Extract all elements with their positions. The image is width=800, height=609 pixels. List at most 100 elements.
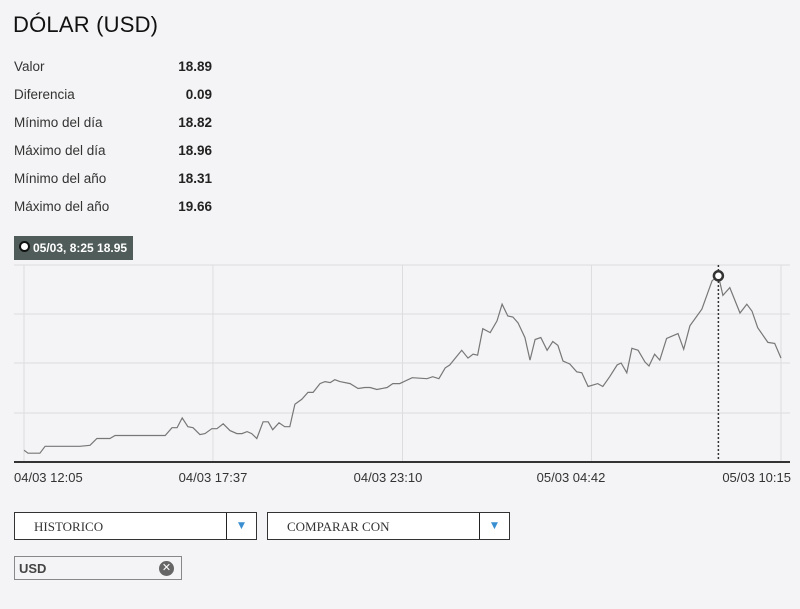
data-point [38, 452, 41, 455]
highlight-marker [712, 270, 725, 282]
stat-row-minimo-ano: Mínimo del año 18.31 [14, 170, 212, 198]
x-tick-label: 05/03 10:15 [722, 470, 791, 485]
stat-row-maximo-ano: Máximo del año 19.66 [14, 198, 212, 226]
stat-value: 18.89 [178, 59, 212, 74]
data-point [250, 432, 253, 435]
data-point [288, 425, 291, 428]
historico-label: HISTORICO [34, 519, 104, 534]
data-point [186, 425, 189, 428]
data-point [616, 363, 619, 366]
currency-chip: USD ✕ [14, 556, 182, 580]
data-point [318, 382, 321, 385]
data-point [89, 444, 92, 447]
data-point [391, 382, 394, 385]
comparar-label: COMPARAR CON [287, 519, 390, 534]
stat-label: Mínimo del día [14, 115, 103, 130]
data-point [198, 433, 201, 436]
data-point [568, 363, 571, 366]
data-point [658, 359, 661, 362]
data-point [601, 385, 604, 388]
data-point [608, 375, 611, 378]
data-point [739, 312, 742, 315]
data-point [333, 378, 336, 381]
data-point [255, 437, 258, 440]
comparar-dropdown[interactable]: COMPARAR CON ▼ [267, 512, 510, 540]
data-point [756, 326, 759, 329]
data-point [300, 398, 303, 401]
data-point [349, 382, 352, 385]
line-chart[interactable] [0, 255, 800, 470]
data-point [630, 347, 633, 350]
data-point [575, 370, 578, 373]
data-point [466, 357, 469, 360]
stat-value: 18.82 [178, 115, 212, 130]
data-point [267, 420, 270, 423]
x-tick-label: 04/03 23:10 [353, 470, 423, 485]
tooltip-text: 05/03, 8:25 18.95 [33, 241, 128, 255]
data-point [546, 349, 549, 352]
data-point [745, 303, 748, 306]
remove-icon[interactable]: ✕ [159, 561, 174, 576]
data-point [721, 294, 724, 297]
stat-label: Diferencia [14, 87, 75, 102]
data-point [26, 452, 29, 455]
data-point [78, 445, 81, 448]
data-point [229, 429, 232, 432]
data-point [551, 340, 554, 343]
chevron-down-icon[interactable]: ▼ [479, 513, 509, 539]
data-point [210, 427, 213, 430]
data-point [329, 381, 332, 384]
data-point [411, 376, 414, 379]
data-point [528, 359, 531, 362]
stat-value: 18.96 [178, 143, 212, 158]
chevron-down-icon[interactable]: ▼ [226, 513, 256, 539]
data-point [203, 432, 206, 435]
historico-dropdown[interactable]: HISTORICO ▼ [14, 512, 257, 540]
stat-value: 0.09 [185, 87, 212, 102]
stat-label: Máximo del día [14, 143, 106, 158]
stat-row-minimo-dia: Mínimo del día 18.82 [14, 114, 212, 142]
data-point [460, 349, 463, 352]
data-point [363, 386, 366, 389]
stat-label: Valor [14, 59, 45, 74]
data-point [293, 403, 296, 406]
data-point [425, 377, 428, 380]
data-point [369, 386, 372, 389]
data-point [501, 303, 504, 306]
stat-row-diferencia: Diferencia 0.09 [14, 86, 212, 114]
data-point [338, 380, 341, 383]
data-point [235, 432, 238, 435]
data-point [324, 380, 327, 383]
data-point [647, 364, 650, 367]
data-point [688, 324, 691, 327]
data-point [176, 426, 179, 429]
data-point [556, 344, 559, 347]
data-point [444, 366, 447, 369]
data-point [653, 353, 656, 356]
x-tick-label: 04/03 12:05 [14, 470, 83, 485]
data-point [23, 449, 26, 452]
data-point [164, 434, 167, 437]
data-point [700, 308, 703, 311]
data-point [596, 382, 599, 385]
data-point [386, 386, 389, 389]
data-point [277, 421, 280, 424]
data-point [283, 425, 286, 428]
data-point [506, 314, 509, 317]
stat-label: Máximo del año [14, 199, 110, 214]
data-point [271, 428, 274, 431]
data-point [489, 331, 492, 334]
data-point [448, 363, 451, 366]
data-point [620, 362, 623, 365]
data-point [587, 385, 590, 388]
data-point [114, 434, 117, 437]
data-point [534, 338, 537, 341]
data-point [580, 371, 583, 374]
data-point [676, 332, 679, 335]
data-point [682, 348, 685, 351]
data-point [472, 353, 475, 356]
data-point [246, 430, 249, 433]
data-point [523, 336, 526, 339]
data-point [215, 427, 218, 430]
stat-value: 19.66 [178, 199, 212, 214]
